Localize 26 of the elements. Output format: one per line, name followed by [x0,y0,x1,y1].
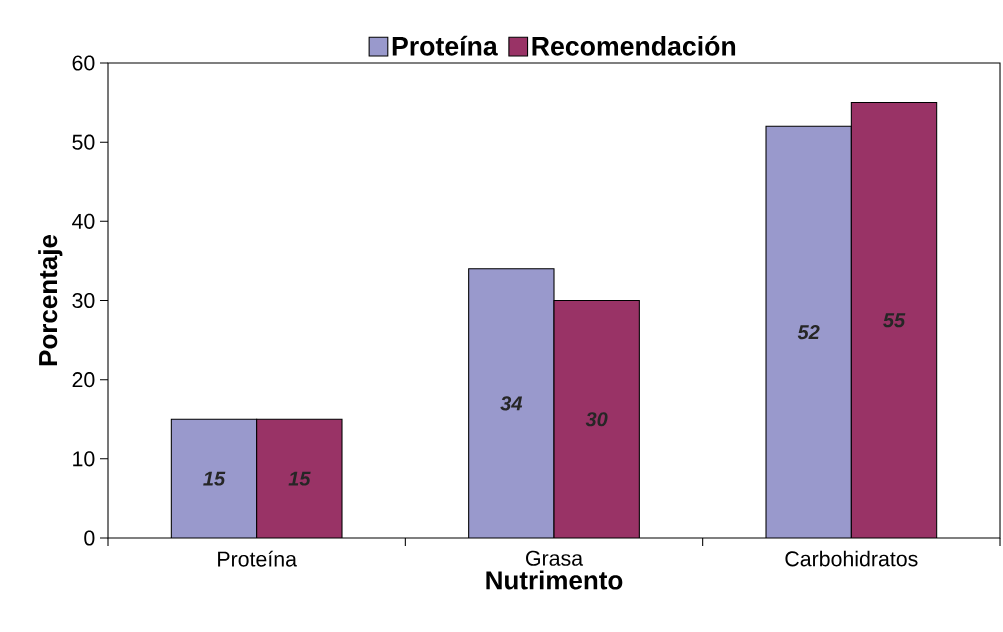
x-axis-title: Nutrimento [486,570,623,590]
bar [765,125,852,538]
data-label: 55 [883,313,906,328]
data-label: 52 [797,325,820,340]
bar [256,418,343,538]
y-tick-label: 60 [72,55,95,71]
data-label: 30 [585,412,608,427]
data-label: 15 [203,471,226,486]
x-tick-label: Grasa [526,550,584,566]
y-tick-label: 20 [72,372,95,388]
x-tick-label: Carbohidratos [785,550,918,567]
y-axis-title: Porcentaje [38,234,63,366]
legend-label: Recomendación [532,35,736,56]
bar [850,102,938,538]
y-tick-label: 10 [73,451,95,467]
bar [553,299,640,538]
data-label: 15 [288,471,311,486]
data-label: 34 [500,396,523,411]
y-tick-label: 0 [84,530,95,546]
y-tick-label: 30 [72,292,95,309]
x-tick-label: Proteína [218,550,297,567]
legend-label: Proteína [392,35,498,56]
y-tick-label: 50 [72,134,95,150]
bar [170,418,258,538]
y-tick-label: 40 [72,213,95,229]
bar [468,268,555,538]
